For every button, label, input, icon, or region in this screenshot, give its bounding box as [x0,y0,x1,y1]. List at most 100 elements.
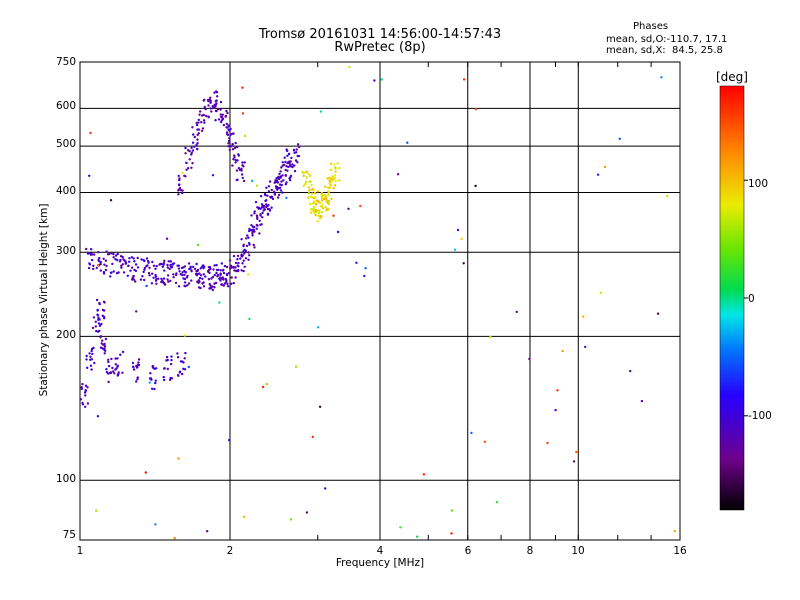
echo-point [196,142,199,145]
echo-point [293,169,297,173]
echo-point [90,248,93,251]
noise-echo-point [364,267,367,270]
echo-point [260,223,263,226]
noise-echo-point [187,365,190,369]
noise-echo-point [640,399,644,403]
echo-point [95,298,99,302]
echo-point [157,277,160,280]
echo-point [81,382,84,386]
echo-point [314,196,317,199]
echo-point [320,211,324,214]
noise-echo-point [660,76,663,79]
echo-point [327,208,330,211]
echo-point [266,194,269,197]
echo-point [219,272,222,275]
echo-point [233,156,236,159]
echo-point [196,280,199,283]
echo-point [210,277,213,280]
echo-point [185,168,188,171]
echo-point [172,276,175,279]
echo-point [221,117,225,121]
echo-point [163,367,166,370]
echo-point [130,256,134,259]
noise-echo-point [311,435,314,439]
echo-point [87,251,91,255]
echo-point [219,113,222,116]
noise-echo-point [255,184,259,187]
echo-point [310,188,313,191]
echo-point [103,263,106,266]
echo-point [243,252,246,255]
echo-point [261,211,264,215]
echo-point [201,114,204,117]
x-axis-label: Frequency [MHz] [335,557,425,569]
echo-point [193,135,196,139]
echo-point [259,195,263,198]
echo-point [234,276,237,279]
echo-point [328,179,331,182]
echo-point [162,378,166,382]
echo-point [281,191,284,194]
echo-point [114,357,117,360]
echo-point [150,387,154,390]
echo-point [98,301,101,305]
echo-point [225,122,228,126]
echo-point [251,234,254,237]
echo-point [92,267,95,271]
noise-echo-point [88,174,91,177]
echo-point [92,264,95,267]
echo-point [200,129,204,132]
noise-echo-point [248,317,251,321]
echo-point [199,286,202,290]
echo-point [187,282,191,285]
echo-point [127,264,130,267]
echo-point [177,264,180,267]
echo-point [209,107,212,110]
echo-point [166,263,169,267]
noise-echo-point [241,112,245,115]
echo-point [184,146,187,150]
echo-point [277,193,281,197]
echo-point [110,252,113,255]
echo-point [245,244,249,248]
noise-echo-point [462,262,465,265]
echo-point [105,250,108,253]
echo-point [246,234,249,237]
echo-point [236,178,239,181]
echo-point [219,279,222,282]
noise-echo-point [145,284,148,288]
echo-point [103,301,106,304]
noise-echo-point [528,357,531,361]
echo-point [160,277,163,280]
echo-point [183,277,187,281]
echo-point [169,376,172,380]
echo-point [304,182,307,186]
echo-point [120,266,123,269]
echo-point [145,257,149,260]
noise-echo-point [396,173,400,176]
echo-point [255,214,259,217]
echo-point [179,272,182,276]
echo-point [148,266,151,270]
echo-point [284,168,287,172]
x-tick-label: 2 [226,545,234,557]
echo-point [112,252,115,256]
echo-point [108,252,111,256]
echo-point [190,153,193,156]
echo-point [112,270,115,273]
echo-point [101,339,104,342]
phases-heading: Phases [633,21,669,32]
echo-point [92,316,96,319]
echo-point [189,265,192,268]
echo-point [86,366,89,369]
noise-echo-point [261,385,265,389]
echo-point [268,180,272,183]
noise-echo-point [144,471,147,474]
echo-point [247,251,250,254]
echo-point [286,161,289,165]
echo-point [271,197,275,201]
echo-point [286,154,289,157]
echo-point [193,145,196,148]
echo-point [163,269,166,272]
echo-point [295,151,298,154]
